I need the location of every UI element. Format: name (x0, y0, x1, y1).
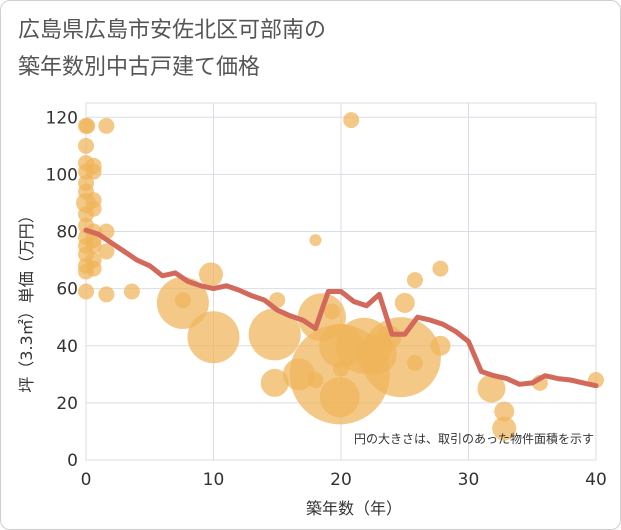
y-tick-label: 80 (56, 223, 78, 243)
size-annotation: 円の大きさは、取引のあった物件面積を示す (354, 431, 594, 446)
bubble-point (98, 243, 115, 260)
y-tick-label: 100 (46, 165, 78, 185)
bubble-point (123, 283, 140, 300)
bubble-point (319, 323, 363, 368)
bubble-point (492, 416, 517, 441)
bubble-point (85, 200, 102, 217)
bubble-point (406, 272, 423, 289)
trend-series (83, 227, 599, 389)
trend-line (83, 227, 599, 389)
tick-labels: 0 20 40 60 80 100 120 0 10 20 30 40 (46, 108, 607, 490)
bubble-point (377, 325, 402, 350)
bubble-point (432, 260, 449, 277)
bubble-point (78, 137, 94, 154)
y-tick-label: 60 (56, 280, 78, 300)
x-tick-label: 40 (585, 470, 607, 490)
bubble-point (319, 377, 360, 418)
bubble-point (174, 292, 191, 309)
bubble-point (98, 286, 115, 303)
bubble-point (85, 260, 102, 277)
bubble-point (78, 283, 94, 300)
bubble-point (477, 374, 506, 403)
bubble-point (406, 354, 423, 371)
y-tick-label: 40 (56, 337, 78, 357)
x-tick-label: 20 (330, 470, 352, 490)
bubble-point (307, 372, 324, 389)
bubble-point (324, 303, 341, 320)
chart-title: 広島県広島市安佐北区可部南の 築年数別中古戸建て価格 (18, 12, 326, 86)
bubble-point (198, 262, 223, 287)
bubble-point (187, 311, 240, 364)
bubble-point (248, 308, 301, 361)
y-tick-label: 120 (46, 108, 78, 128)
bubble-point (85, 237, 102, 254)
x-tick-label: 30 (458, 470, 480, 490)
y-tick-label: 0 (67, 451, 78, 471)
bubble-point (430, 335, 451, 356)
bubble-point (79, 117, 96, 134)
x-tick-label: 0 (81, 470, 92, 490)
bubble-point (282, 358, 315, 391)
bubble-point (98, 117, 115, 134)
bubble-series (76, 112, 604, 441)
x-axis-label: 築年数（年） (306, 499, 402, 518)
chart-title-line-2: 築年数別中古戸建て価格 (18, 55, 261, 80)
chart-title-line-1: 広島県広島市安佐北区可部南の (18, 18, 327, 43)
bubble-point (85, 163, 102, 180)
y-tick-label: 20 (56, 394, 78, 414)
bubble-point (309, 234, 322, 247)
bubble-point (494, 401, 515, 422)
bubble-point (343, 112, 360, 129)
bubble-point (260, 368, 289, 397)
bubble-point (333, 360, 349, 377)
grid-lines (85, 102, 597, 461)
bubble-point (394, 292, 415, 313)
x-tick-label: 10 (203, 470, 225, 490)
y-axis-label: 坪（3.3㎡）単価（万円） (17, 207, 36, 392)
